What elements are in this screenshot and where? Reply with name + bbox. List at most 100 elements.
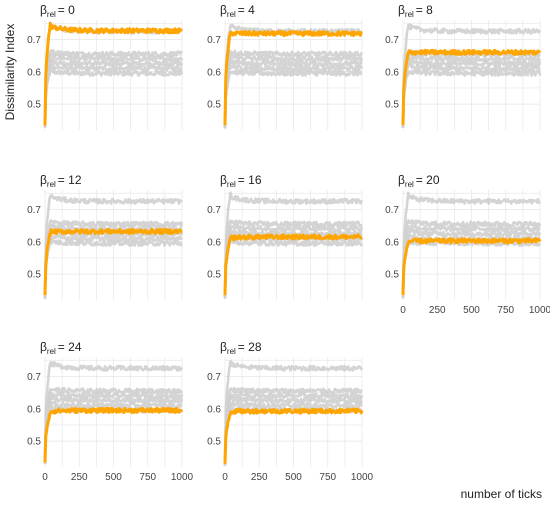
x-tick-label: 1000 (171, 472, 194, 483)
panel-title-value: = 28 (238, 340, 262, 354)
background-series-line (43, 390, 184, 464)
panel-4: 0.5 0.6 0.7 βrel = 16 (207, 173, 364, 300)
y-tick-label: 0.7 (27, 205, 41, 216)
background-series-line (223, 401, 364, 464)
panel-title: βrel = 24 (40, 340, 82, 356)
panel-title: βrel = 16 (220, 173, 262, 189)
highlight-series-line (43, 21, 183, 126)
y-tick-label: 0.5 (207, 270, 221, 281)
x-tick-label: 500 (463, 305, 480, 316)
y-tick-label: 0.6 (207, 237, 221, 248)
y-tick-label: 0.5 (207, 100, 221, 111)
background-series-line (223, 191, 364, 299)
y-tick-label: 0.6 (27, 67, 41, 78)
background-series-line (223, 224, 364, 298)
x-tick-label: 250 (71, 472, 88, 483)
x-tick-label: 0 (42, 472, 48, 483)
y-tick-label: 0.7 (207, 35, 221, 46)
panel-title-symbol: β (40, 340, 47, 354)
panel-title-value: = 4 (238, 3, 255, 17)
background-series-line (401, 191, 541, 296)
x-tick-label: 500 (105, 472, 122, 483)
y-tick-label: 0.5 (27, 100, 41, 111)
panel-title-subscript: rel (227, 10, 236, 19)
y-tick-label: 0.5 (385, 270, 399, 281)
highlight-series-line (401, 237, 542, 295)
panel-title-subscript: rel (47, 10, 56, 19)
highlight-series-line (223, 233, 363, 296)
background-series-line (43, 53, 184, 128)
x-tick-label: 0 (400, 305, 406, 316)
panel-title: βrel = 8 (398, 3, 433, 19)
panel-title-symbol: β (398, 3, 405, 17)
panel-title-value: = 0 (58, 3, 75, 17)
background-series-line (223, 360, 364, 462)
y-tick-label: 0.6 (27, 404, 41, 415)
highlight-series-line (401, 48, 542, 126)
background-series-line (223, 64, 364, 125)
x-tick-label: 250 (429, 305, 446, 316)
y-tick-label: 0.7 (207, 205, 221, 216)
panel-title-value: = 12 (58, 173, 82, 187)
panel-title-symbol: β (398, 173, 405, 187)
background-series-line (401, 23, 542, 128)
panel-title-symbol: β (40, 3, 47, 17)
y-tick-label: 0.6 (27, 237, 41, 248)
panel-6: 0.5 0.6 0.7 0 250 500 750 1000 βrel = 24 (27, 340, 193, 483)
y-tick-label: 0.5 (385, 100, 399, 111)
background-series-line (43, 238, 183, 297)
y-tick-label: 0.6 (385, 67, 399, 78)
highlight-series-line (43, 227, 183, 296)
background-series-line (43, 58, 184, 127)
y-tick-label: 0.7 (207, 372, 221, 383)
panel-title-value: = 24 (58, 340, 82, 354)
panel-title-subscript: rel (405, 180, 414, 189)
background-series-line (43, 67, 184, 127)
panel-0: 0.5 0.6 0.7 βrel = 0 (27, 3, 184, 130)
highlight-series-line (43, 406, 184, 463)
background-series-line (401, 63, 541, 128)
panel-title: βrel = 20 (398, 173, 440, 189)
y-tick-label: 0.5 (27, 270, 41, 281)
background-series-line (401, 218, 542, 299)
background-series-line (401, 224, 541, 298)
y-tick-label: 0.7 (385, 35, 399, 46)
panel-title-subscript: rel (227, 347, 236, 356)
y-tick-label: 0.7 (385, 205, 399, 216)
panel-3: 0.5 0.6 0.7 βrel = 12 (27, 173, 184, 300)
background-series-line (223, 54, 364, 127)
background-series-line (223, 238, 364, 297)
x-tick-label: 500 (285, 472, 302, 483)
background-series-line (223, 59, 363, 129)
x-tick-label: 750 (139, 472, 156, 483)
y-tick-label: 0.6 (207, 404, 221, 415)
x-tick-label: 1000 (351, 472, 374, 483)
background-series-line (223, 386, 363, 466)
panel-title-value: = 20 (416, 173, 440, 187)
background-series-line (43, 219, 184, 298)
x-axis-label: number of ticks (461, 487, 542, 501)
panel-title: βrel = 28 (220, 340, 262, 356)
panel-title-value: = 16 (238, 173, 262, 187)
panel-title-symbol: β (220, 173, 227, 187)
panel-title-symbol: β (220, 3, 227, 17)
panel-title-symbol: β (220, 340, 227, 354)
background-series-line (43, 193, 184, 297)
highlight-series-line (223, 29, 363, 126)
background-series-line (43, 360, 184, 463)
panel-title-subscript: rel (47, 180, 56, 189)
background-series-line (43, 234, 184, 297)
x-tick-label: 250 (251, 472, 268, 483)
panel-title-subscript: rel (405, 10, 414, 19)
background-series-line (223, 219, 363, 299)
x-tick-label: 0 (222, 472, 228, 483)
panel-title-symbol: β (40, 173, 47, 187)
y-tick-label: 0.5 (207, 437, 221, 448)
y-tick-label: 0.7 (27, 35, 41, 46)
panel-7: 0.5 0.6 0.7 0 250 500 750 1000 βrel = 28 (207, 340, 373, 483)
panel-title: βrel = 0 (40, 3, 75, 19)
panel-1: 0.5 0.6 0.7 βrel = 4 (207, 3, 364, 130)
background-series-line (43, 396, 184, 465)
y-tick-label: 0.6 (385, 237, 399, 248)
